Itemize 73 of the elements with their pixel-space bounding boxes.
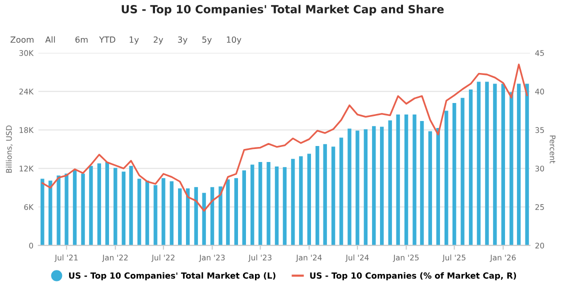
legend-label: US - Top 10 Companies (% of Market Cap, R) <box>310 272 516 280</box>
bar <box>525 84 529 246</box>
bar <box>339 138 344 246</box>
bar <box>485 82 489 246</box>
bar <box>348 128 352 246</box>
text: 5y <box>202 36 212 44</box>
bar <box>404 114 408 246</box>
bar <box>299 156 303 246</box>
bar <box>114 168 118 246</box>
bar <box>380 126 384 246</box>
bar <box>493 84 497 246</box>
bar <box>274 166 279 246</box>
bar <box>40 178 44 246</box>
bar <box>501 84 506 246</box>
bar <box>258 162 262 246</box>
bar <box>510 92 514 246</box>
chart-title: US - Top 10 Companies' Total Market Cap and Share <box>122 4 444 16</box>
bar <box>476 82 481 246</box>
bar <box>396 114 400 246</box>
bar <box>170 181 174 246</box>
bar <box>64 174 68 246</box>
text: 3y <box>178 36 188 44</box>
bar <box>331 146 336 246</box>
bar <box>323 144 327 246</box>
bar <box>122 172 126 246</box>
bar <box>242 170 246 246</box>
bar <box>162 178 166 246</box>
bar <box>89 166 93 246</box>
bar <box>307 154 311 246</box>
text: All <box>45 36 55 43</box>
text: 10y <box>226 36 242 44</box>
legend-label: US - Top 10 Companies' Total Market Cap (L) <box>69 272 276 280</box>
bar <box>202 192 206 246</box>
text: 6m <box>75 36 88 43</box>
bar <box>291 158 295 246</box>
bar <box>452 102 456 246</box>
bar <box>194 187 198 246</box>
bar <box>282 167 287 246</box>
bar <box>178 188 182 246</box>
bar <box>154 185 158 246</box>
bar <box>372 126 376 246</box>
bar <box>428 131 432 246</box>
bar <box>226 179 230 246</box>
text: 1y <box>130 36 139 44</box>
bar <box>56 176 60 246</box>
bar <box>234 178 238 246</box>
bar <box>412 114 416 246</box>
bar <box>250 164 254 246</box>
bar <box>516 84 521 246</box>
bar <box>316 146 320 246</box>
bar <box>436 128 440 246</box>
bar <box>97 163 102 246</box>
text: Zoom <box>10 36 34 43</box>
bar <box>218 186 222 246</box>
text: YTD <box>99 36 116 43</box>
bar <box>460 98 464 246</box>
bar <box>210 187 214 246</box>
bar <box>48 180 52 246</box>
bar <box>364 129 368 246</box>
line-series <box>42 64 528 212</box>
bar <box>266 162 270 246</box>
bar <box>356 130 360 246</box>
bar <box>468 90 473 246</box>
text: 2y <box>154 36 164 44</box>
bar <box>145 180 150 246</box>
bar <box>420 120 424 246</box>
bar <box>105 162 110 246</box>
bar <box>388 120 392 246</box>
bar <box>129 166 133 246</box>
bar <box>72 170 77 246</box>
bar <box>444 110 448 246</box>
bar <box>137 178 142 246</box>
bar <box>81 174 85 246</box>
